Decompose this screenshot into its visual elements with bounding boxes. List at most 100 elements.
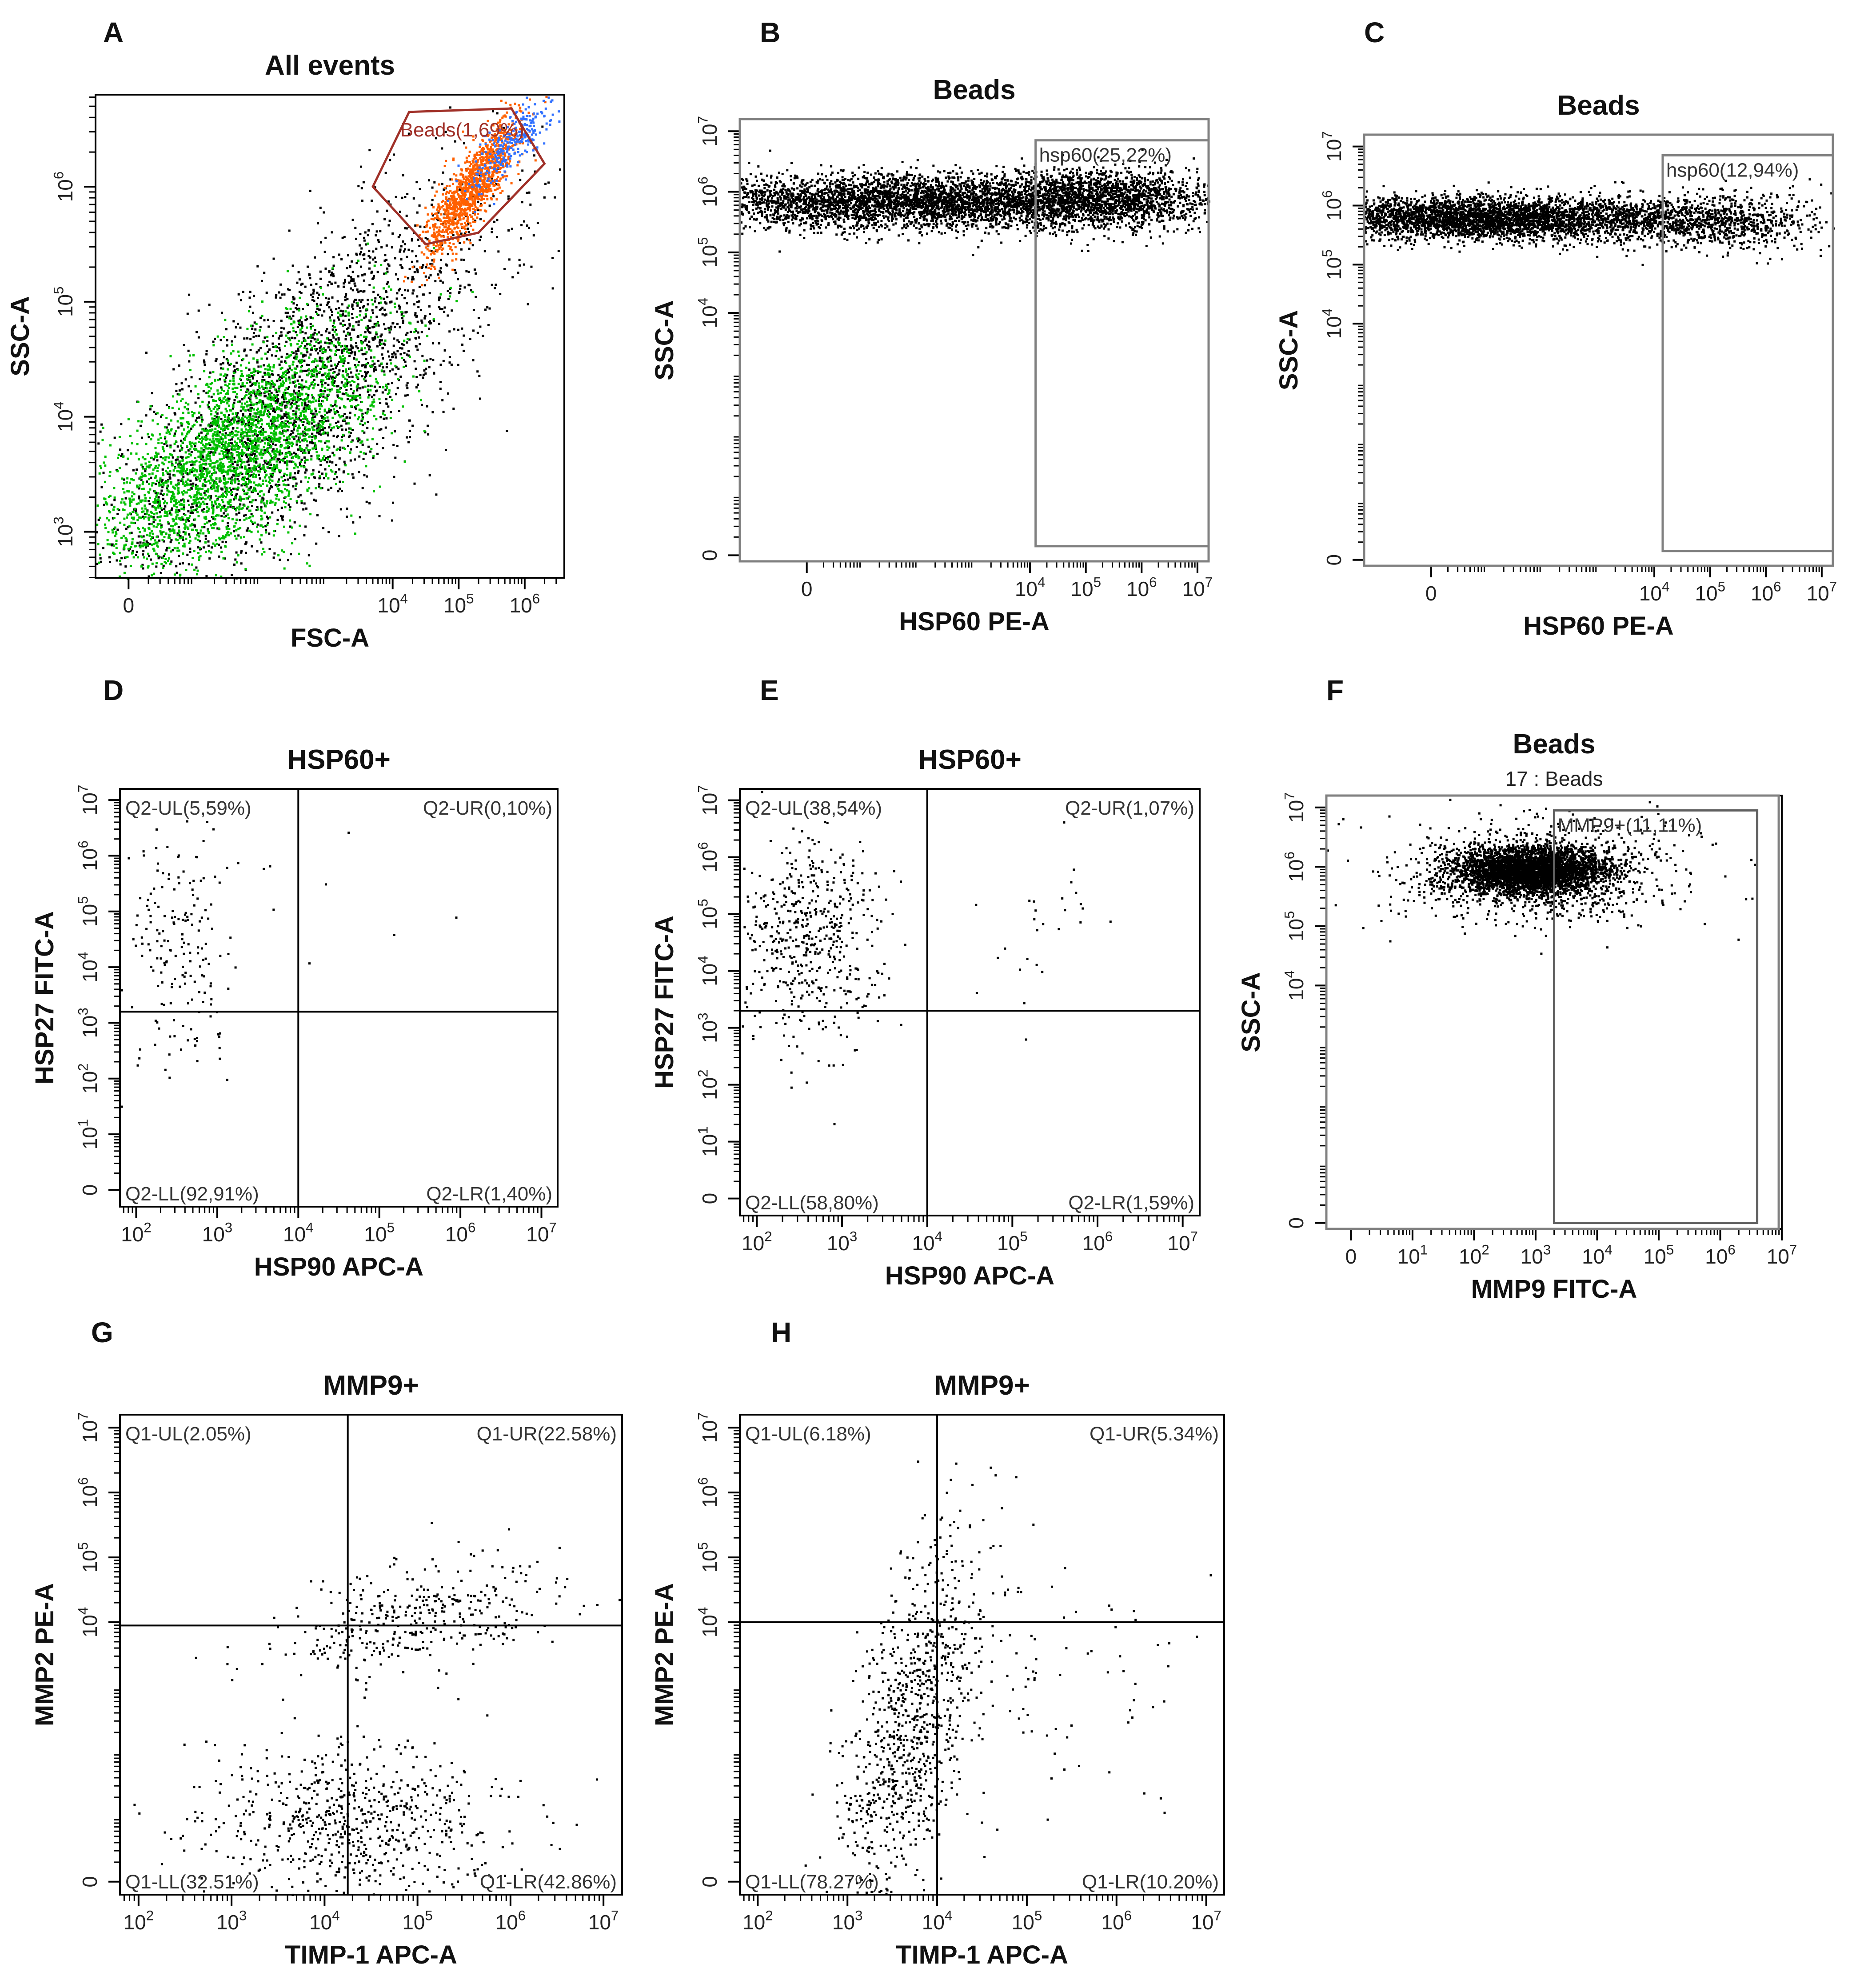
data-point — [201, 454, 204, 457]
data-point — [263, 512, 266, 514]
data-point — [263, 410, 266, 412]
data-point — [162, 564, 165, 567]
data-point — [356, 302, 359, 305]
data-point — [305, 429, 307, 432]
data-point — [350, 448, 352, 451]
data-point — [157, 516, 160, 518]
data-point — [194, 498, 197, 501]
data-point — [214, 522, 216, 524]
data-point — [299, 392, 302, 395]
data-point — [194, 401, 197, 404]
data-point — [225, 451, 228, 454]
data-point — [300, 384, 303, 386]
data-point — [116, 513, 119, 515]
data-point — [208, 425, 211, 428]
data-point — [148, 517, 151, 520]
data-point — [411, 276, 414, 278]
data-point — [299, 319, 301, 322]
data-point — [108, 543, 111, 546]
data-point — [419, 188, 421, 190]
data-point — [293, 390, 295, 393]
data-point — [106, 517, 108, 520]
data-point — [197, 477, 200, 480]
data-point — [203, 463, 205, 465]
data-point — [355, 262, 358, 264]
data-point — [228, 517, 230, 520]
data-point — [409, 436, 411, 439]
data-point — [472, 329, 475, 332]
data-point — [303, 534, 306, 536]
data-point — [203, 370, 206, 372]
data-point — [318, 458, 320, 460]
data-point — [486, 306, 489, 308]
data-point — [263, 319, 266, 322]
data-point — [225, 393, 228, 396]
data-point — [373, 370, 375, 372]
data-point — [229, 500, 232, 503]
data-point — [219, 458, 221, 461]
data-point — [479, 203, 482, 205]
data-point — [194, 537, 197, 540]
data-point — [387, 383, 390, 385]
data-point — [180, 473, 183, 476]
data-point — [404, 311, 407, 314]
data-point — [315, 370, 318, 373]
data-point — [167, 522, 170, 525]
data-point — [142, 567, 144, 570]
data-point — [182, 545, 184, 548]
data-point — [214, 518, 216, 520]
data-point — [305, 433, 307, 436]
data-point — [220, 386, 223, 389]
data-point — [190, 451, 193, 453]
data-point — [495, 284, 497, 286]
data-point — [423, 430, 426, 432]
data-point — [300, 393, 303, 396]
data-point — [138, 516, 141, 519]
data-point — [215, 424, 218, 426]
data-point — [341, 428, 343, 431]
data-point — [104, 527, 107, 529]
data-point — [133, 516, 135, 519]
data-point — [223, 401, 225, 403]
data-point — [169, 512, 172, 515]
data-point — [256, 550, 259, 553]
data-point — [355, 386, 358, 388]
data-point — [301, 379, 303, 382]
data-point — [156, 562, 158, 564]
data-point — [315, 435, 317, 438]
data-point — [344, 324, 347, 326]
data-point — [326, 448, 329, 451]
data-point — [199, 480, 201, 483]
data-point — [212, 542, 215, 545]
data-point — [119, 552, 121, 554]
data-point — [148, 483, 151, 485]
data-point — [200, 502, 203, 505]
data-point — [345, 334, 347, 337]
data-point — [176, 539, 179, 541]
data-point — [224, 515, 227, 517]
data-point — [392, 444, 395, 446]
data-point — [358, 408, 361, 411]
data-point — [270, 464, 272, 466]
data-point — [237, 480, 240, 483]
data-point — [403, 460, 406, 463]
data-point — [389, 370, 391, 372]
data-point — [268, 348, 271, 351]
data-point — [226, 456, 228, 459]
data-point — [355, 253, 358, 256]
data-point — [256, 412, 259, 415]
data-point — [200, 473, 202, 476]
data-point — [207, 454, 209, 457]
data-point — [415, 255, 417, 257]
data-point — [448, 330, 451, 333]
data-point — [186, 468, 188, 471]
data-point — [365, 243, 367, 246]
data-point — [303, 502, 306, 505]
data-point — [188, 360, 191, 363]
data-point — [228, 432, 231, 435]
data-point — [141, 499, 144, 502]
data-point — [285, 446, 288, 449]
data-point — [236, 427, 239, 429]
data-point — [283, 456, 286, 459]
data-point — [487, 324, 490, 326]
